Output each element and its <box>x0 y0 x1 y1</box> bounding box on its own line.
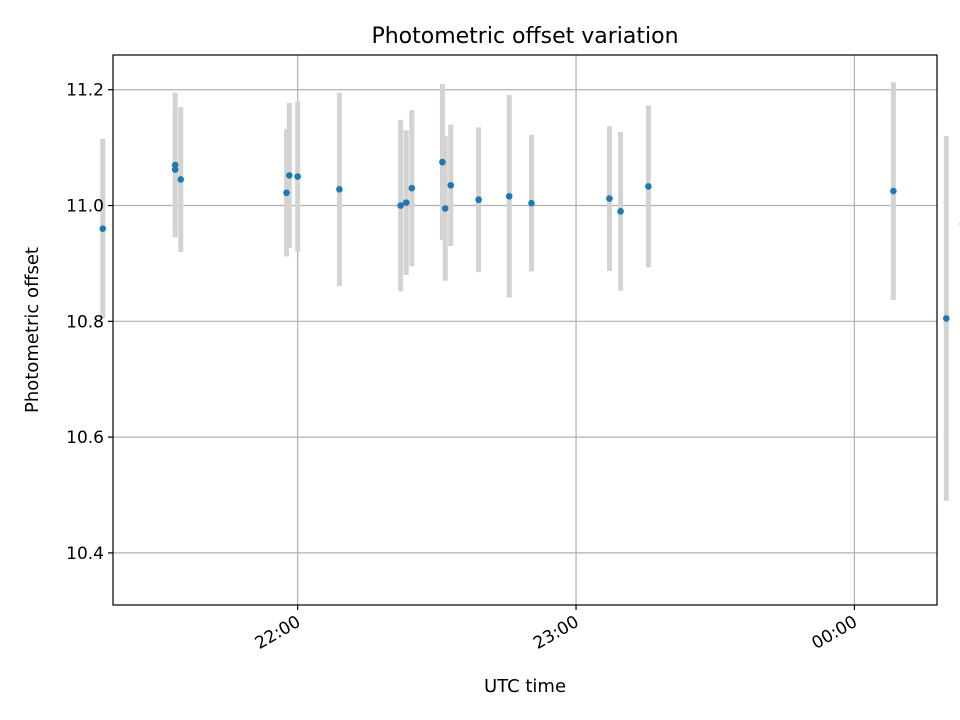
data-point <box>99 225 107 232</box>
data-point <box>171 166 179 173</box>
data-point <box>528 199 535 207</box>
data-points <box>99 158 960 322</box>
data-point <box>397 202 404 209</box>
data-point <box>441 205 449 212</box>
data-point <box>439 158 446 166</box>
x-axis-label: UTC time <box>484 676 566 697</box>
data-point <box>447 181 455 189</box>
data-point <box>505 192 513 200</box>
y-tick-label: 10.6 <box>66 428 104 448</box>
data-point <box>177 176 185 183</box>
data-point <box>402 199 410 206</box>
data-point <box>336 186 343 193</box>
data-point <box>645 183 652 190</box>
data-point <box>890 187 897 195</box>
plot-frame <box>112 54 938 606</box>
data-point <box>606 195 613 202</box>
y-axis-label: Photometric offset <box>22 247 43 413</box>
data-point <box>617 208 624 215</box>
data-point <box>475 196 482 204</box>
y-tick-label: 10.8 <box>66 312 104 332</box>
data-point <box>408 184 416 192</box>
data-point <box>942 315 950 322</box>
data-point <box>294 173 301 180</box>
chart-title: Photometric offset variation <box>371 24 678 49</box>
data-point <box>171 161 179 169</box>
y-axis-ticks: 10.4 10.6 10.8 11.0 11.2 <box>66 81 113 564</box>
data-point <box>283 189 290 197</box>
y-tick-label: 10.4 <box>66 544 104 564</box>
y-tick-label: 11.2 <box>66 81 104 101</box>
y-tick-label: 11.0 <box>66 197 104 217</box>
plot-area <box>113 55 937 605</box>
data-point <box>286 172 293 179</box>
grid-lines <box>113 55 937 605</box>
